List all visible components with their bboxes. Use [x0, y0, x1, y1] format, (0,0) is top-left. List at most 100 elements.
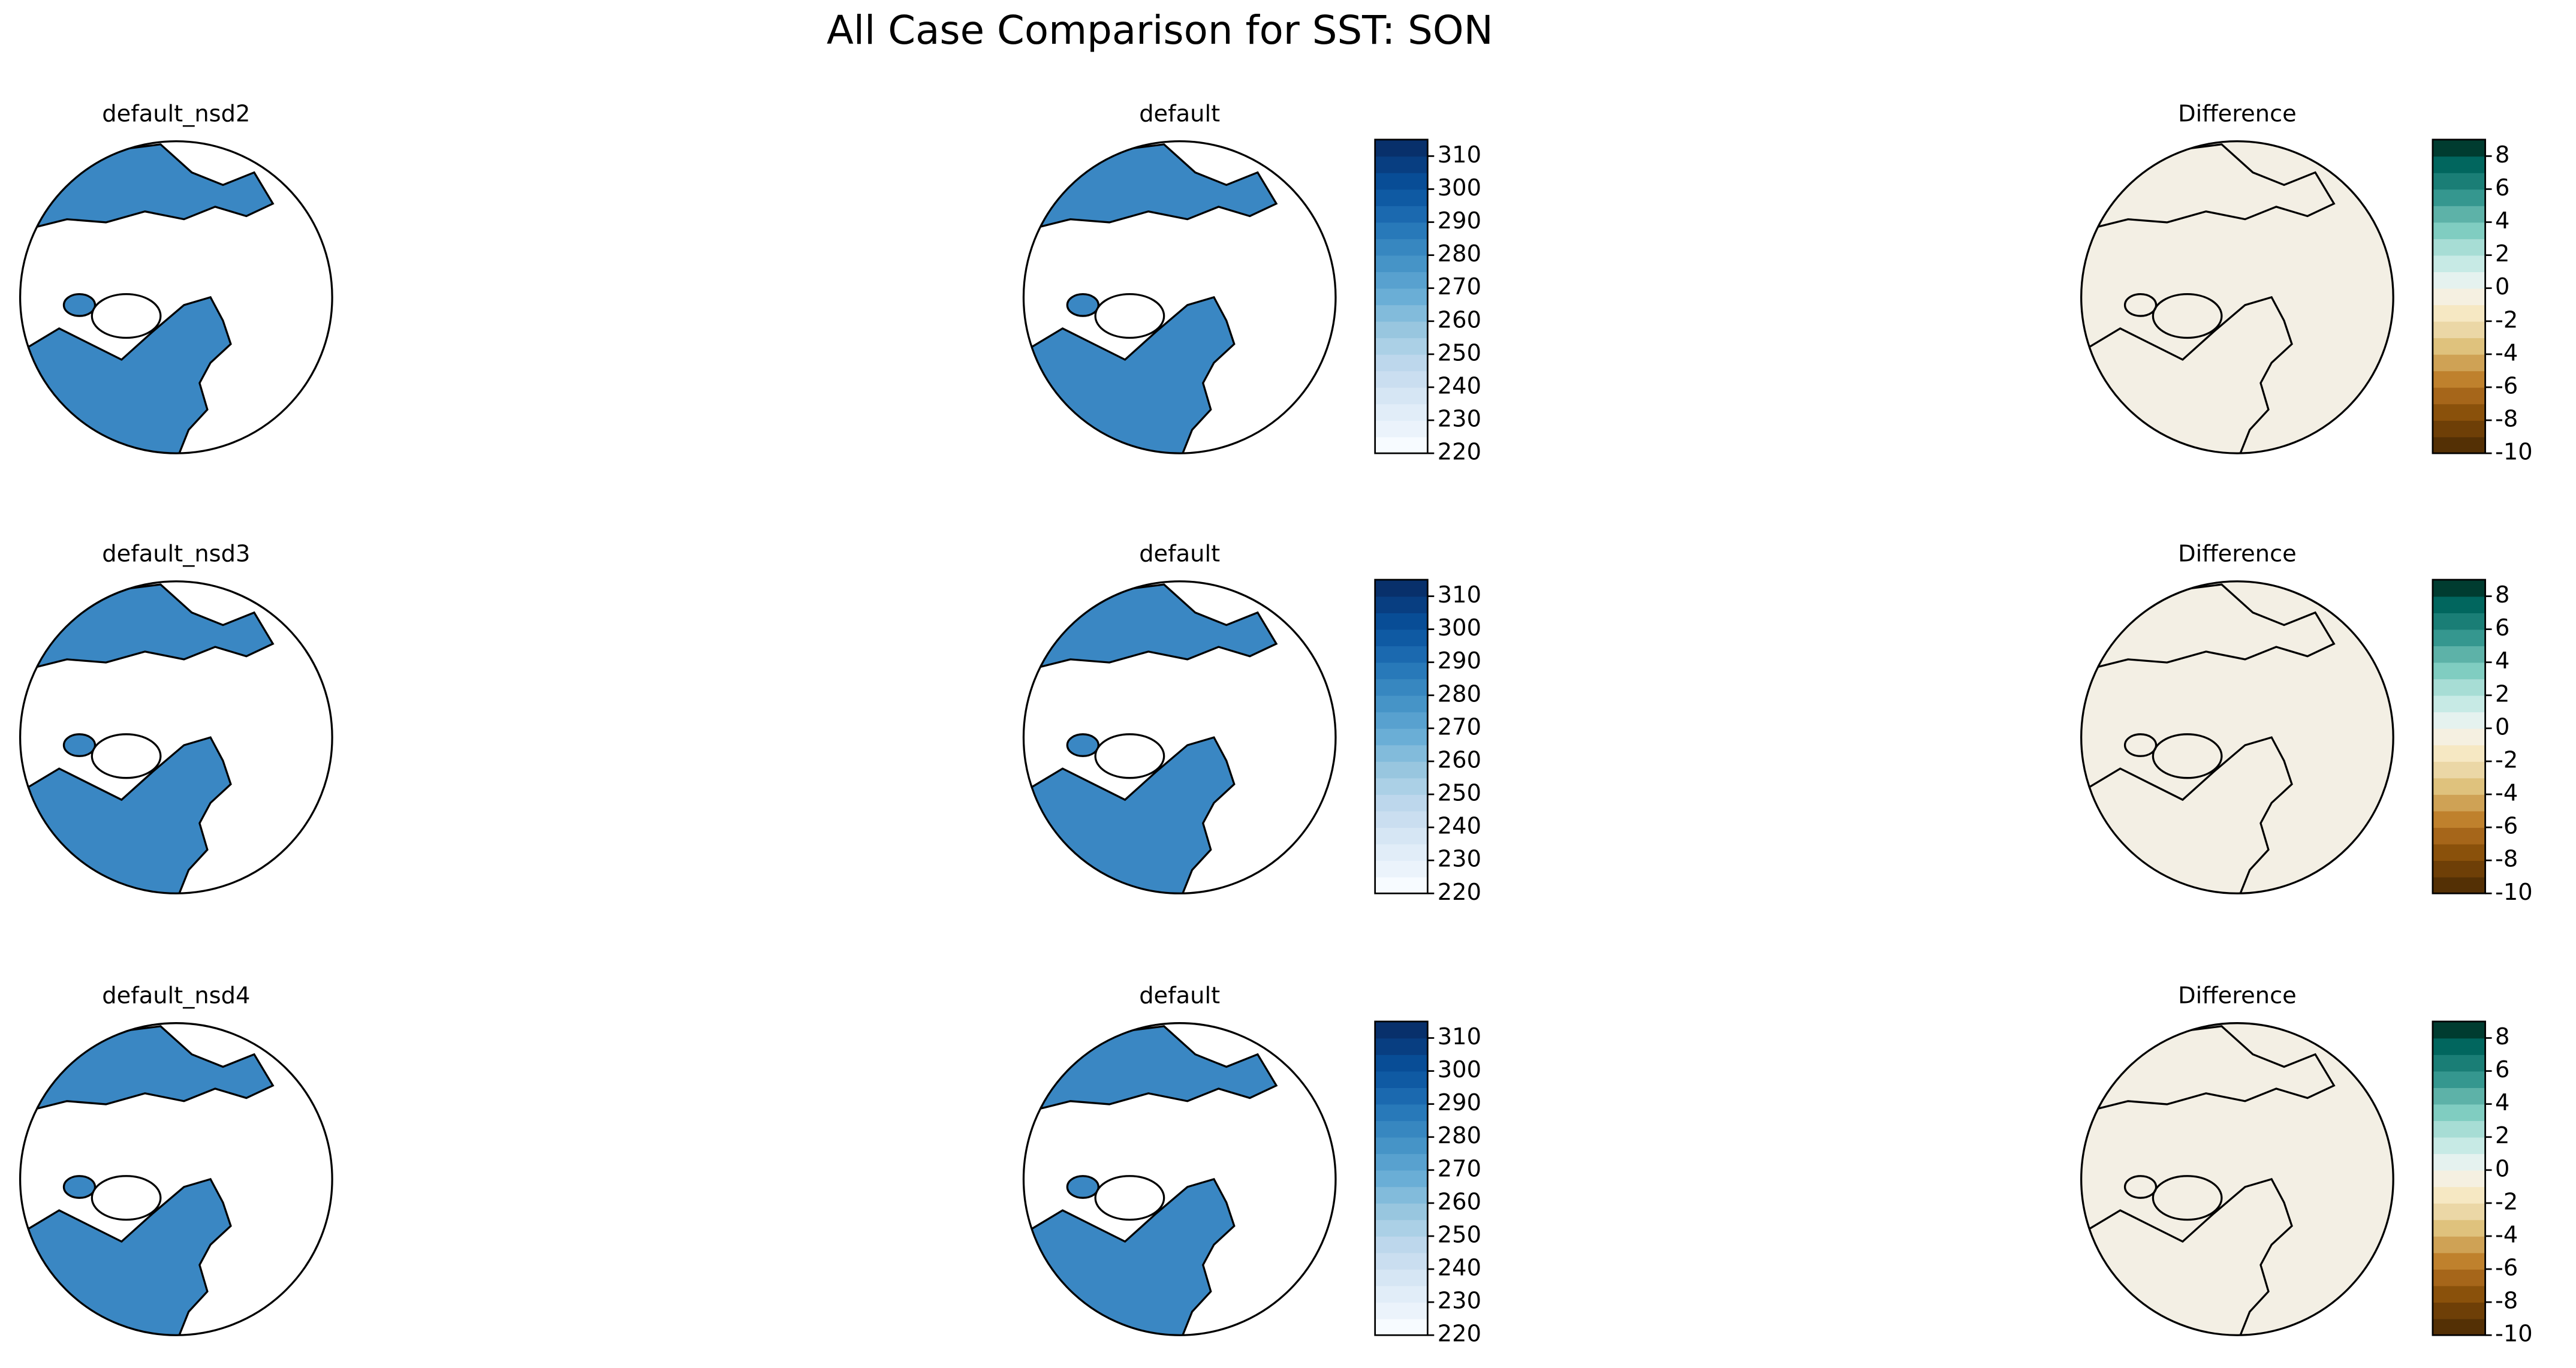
- map-border: [2080, 580, 2394, 894]
- colorbar-band: [1375, 156, 1428, 173]
- colorbar-tick-label: 230: [1438, 406, 1481, 433]
- island: [91, 1175, 162, 1221]
- colorbar-band: [2432, 695, 2485, 713]
- colorbar-band: [2432, 613, 2485, 630]
- island: [2152, 293, 2223, 339]
- colorbar-band: [2432, 646, 2485, 663]
- colorbar-tick-label: -6: [2495, 372, 2518, 399]
- colorbar-band: [1375, 1071, 1428, 1088]
- colorbar-band: [2432, 1170, 2485, 1188]
- colorbar-band: [1375, 272, 1428, 289]
- colorbar-tick-label: 8: [2495, 1023, 2509, 1050]
- colorbar-band: [2432, 1021, 2485, 1039]
- map-background: [2081, 581, 2394, 894]
- colorbar-band: [2432, 662, 2485, 680]
- map: [1023, 141, 1336, 454]
- colorbar-tick-label: 300: [1438, 174, 1481, 201]
- bay: [1066, 733, 1100, 757]
- colorbar-frame: [2432, 1020, 2486, 1336]
- map: [20, 141, 333, 454]
- colorbar-tick-label: 270: [1438, 1155, 1481, 1182]
- map-border: [2080, 140, 2394, 454]
- panel-title: default: [1139, 540, 1220, 567]
- map-border: [19, 580, 333, 894]
- colorbar-tick-label: 4: [2495, 207, 2509, 234]
- panel-title: default_nsd4: [102, 982, 250, 1009]
- colorbar-frame: [2432, 578, 2486, 894]
- colorbar-band: [2432, 794, 2485, 812]
- colorbar-tick-label: 230: [1438, 846, 1481, 873]
- island: [91, 733, 162, 779]
- colorbar-band: [1375, 1054, 1428, 1072]
- colorbar-band: [1375, 189, 1428, 206]
- colorbar-frame: [1374, 138, 1429, 454]
- panel-title: Difference: [2178, 100, 2297, 127]
- colorbar-band: [1375, 1104, 1428, 1122]
- colorbar-band: [1375, 810, 1428, 828]
- colorbar-band: [1375, 1120, 1428, 1138]
- map-border: [19, 1022, 333, 1336]
- colorbar-band: [1375, 239, 1428, 256]
- island: [1094, 733, 1165, 779]
- colorbar-tick-label: 280: [1438, 240, 1481, 267]
- colorbar-tick-label: 310: [1438, 1023, 1481, 1050]
- colorbar-tick-label: 0: [2495, 273, 2509, 300]
- colorbar-tick-label: -10: [2495, 439, 2533, 466]
- colorbar-tick-label: 8: [2495, 581, 2509, 608]
- bay: [62, 293, 97, 317]
- colorbar-band: [2432, 1186, 2485, 1204]
- colorbar-frame: [1374, 578, 1429, 894]
- map-background: [2081, 141, 2394, 454]
- colorbar-tick-label: 6: [2495, 1056, 2509, 1083]
- colorbar-band: [2432, 876, 2485, 894]
- colorbar-band: [2432, 272, 2485, 289]
- colorbar-tick-label: 290: [1438, 207, 1481, 234]
- colorbar-tick-label: 4: [2495, 1089, 2509, 1116]
- island: [1094, 293, 1165, 339]
- colorbar-band: [1375, 321, 1428, 339]
- colorbar-band: [1375, 255, 1428, 272]
- colorbar-tick-label: 0: [2495, 1155, 2509, 1182]
- bay: [62, 1175, 97, 1199]
- map-border: [1022, 140, 1337, 454]
- colorbar-band: [2432, 1269, 2485, 1286]
- colorbar-band: [1375, 387, 1428, 405]
- colorbar-band: [1375, 860, 1428, 878]
- colorbar-tick-label: 220: [1438, 439, 1481, 466]
- colorbar-band: [1375, 139, 1428, 157]
- colorbar-band: [2432, 843, 2485, 861]
- colorbar-tick-label: 270: [1438, 273, 1481, 300]
- colorbar-tick-label: -8: [2495, 1288, 2518, 1315]
- colorbar-band: [2432, 172, 2485, 190]
- colorbar-band: [1375, 646, 1428, 663]
- colorbar-tick-label: 0: [2495, 713, 2509, 740]
- colorbar-tick-label: 240: [1438, 1255, 1481, 1282]
- colorbar-tick-label: -8: [2495, 846, 2518, 873]
- colorbar-tick-label: 270: [1438, 713, 1481, 740]
- bay: [2123, 733, 2158, 757]
- colorbar-band: [1375, 778, 1428, 795]
- colorbar-tick-label: 280: [1438, 680, 1481, 707]
- colorbar-tick-label: -2: [2495, 1188, 2518, 1215]
- colorbar-band: [1375, 1285, 1428, 1303]
- colorbar-band: [1375, 436, 1428, 454]
- colorbar-tick-label: 250: [1438, 780, 1481, 807]
- colorbar-tick-label: 300: [1438, 614, 1481, 641]
- colorbar-band: [2432, 1219, 2485, 1237]
- colorbar-band: [1375, 1170, 1428, 1188]
- colorbar-band: [2432, 189, 2485, 206]
- bay: [1066, 1175, 1100, 1199]
- colorbar-band: [2432, 1318, 2485, 1336]
- map: [20, 581, 333, 894]
- colorbar-band: [2432, 1252, 2485, 1270]
- colorbar-band: [1375, 354, 1428, 372]
- colorbar-band: [2432, 778, 2485, 795]
- colorbar-band: [2432, 354, 2485, 372]
- colorbar-band: [1375, 222, 1428, 239]
- colorbar-band: [2432, 1087, 2485, 1105]
- colorbar-band: [2432, 403, 2485, 421]
- colorbar-tick-label: 250: [1438, 339, 1481, 366]
- colorbar-tick-label: 220: [1438, 1321, 1481, 1348]
- colorbar-band: [2432, 761, 2485, 779]
